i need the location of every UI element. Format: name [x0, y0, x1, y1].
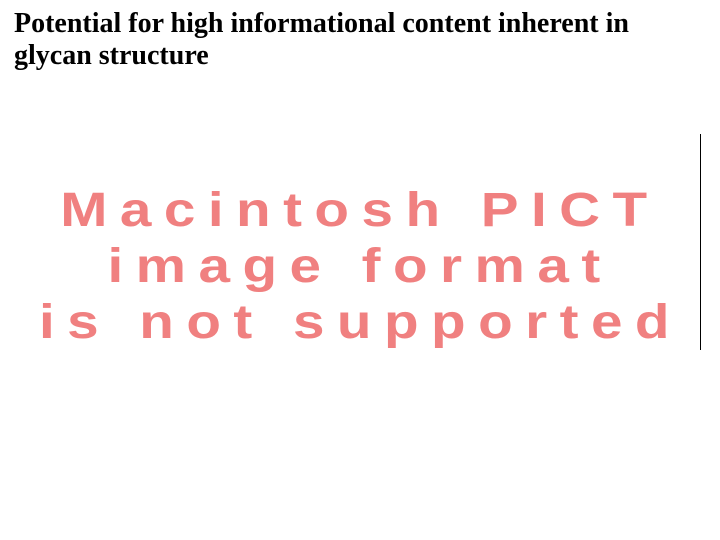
pict-error-line-2: image format [107, 239, 612, 294]
pict-error-block: is not supported [0, 295, 720, 350]
pict-error-block: image format [0, 239, 720, 294]
slide: Potential for high informational content… [0, 0, 720, 540]
pict-error-line-1: Macintosh PICT [60, 183, 659, 238]
slide-title: Potential for high informational content… [14, 8, 706, 72]
vertical-rule [700, 134, 701, 350]
pict-error-block: Macintosh PICT [0, 183, 720, 238]
pict-error-line-3: is not supported [38, 295, 681, 350]
